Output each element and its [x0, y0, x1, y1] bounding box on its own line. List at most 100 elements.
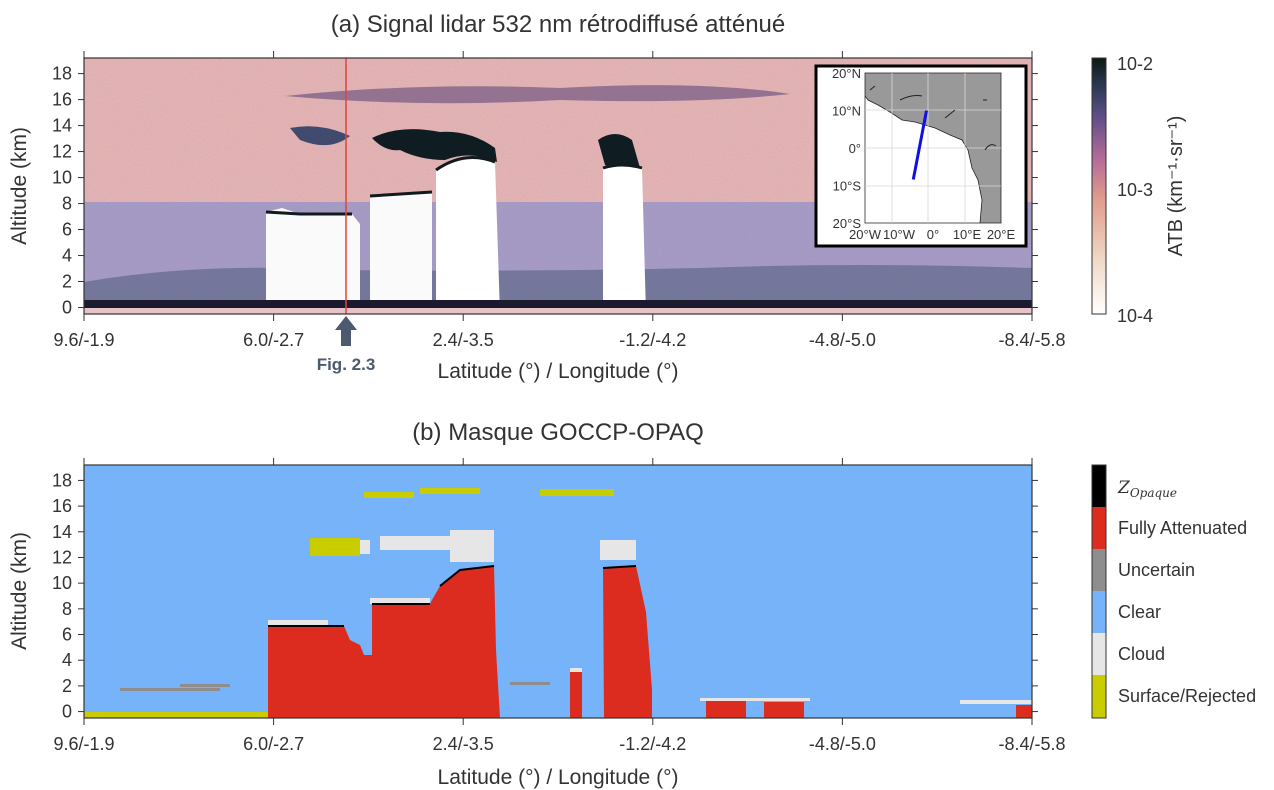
atb-colorbar-label: ATB (km⁻¹·sr⁻¹) — [1165, 116, 1187, 257]
atb-colorbar-ticks: 10-2 10-3 10-4 — [1117, 54, 1153, 326]
legend-label-zopaque: ZOpaque — [1117, 478, 1177, 500]
y-tick-label: 10 — [52, 168, 72, 188]
map-lat-label: 0° — [849, 141, 861, 156]
legend-swatch-fully-attenuated — [1092, 507, 1106, 549]
map-lon-label: 20°W — [849, 227, 882, 242]
legend-swatch-clear — [1092, 591, 1106, 633]
mask-surface-rejected — [84, 712, 322, 718]
panel-b-plot — [84, 465, 1032, 718]
y-tick-label: 8 — [62, 599, 72, 619]
atb-cloud-high-a — [372, 129, 497, 162]
inset-map-track — [911, 110, 929, 180]
atb-attenuated-column-3 — [436, 157, 500, 314]
panel-b-ylabel: Altitude (km) — [8, 532, 31, 650]
panel-b-xlabel: Latitude (°) / Longitude (°) — [438, 766, 679, 789]
x-tick-label: 2.4/-3.5 — [433, 330, 494, 350]
x-tick-label: 9.6/-1.9 — [53, 330, 114, 350]
y-tick-label: 4 — [62, 246, 72, 266]
x-tick-label: 9.6/-1.9 — [53, 734, 114, 754]
mask-low-clouds — [570, 672, 1032, 718]
y-tick-label: 8 — [62, 194, 72, 214]
map-lon-label: 0° — [927, 227, 939, 242]
legend-label-cloud: Cloud — [1118, 644, 1165, 664]
atb-aerosol-layer — [84, 265, 1032, 300]
atb-cirrus-layer-mid — [290, 126, 350, 146]
atb-attenuated-column-1 — [266, 208, 360, 314]
map-lon-label: 20°E — [987, 227, 1016, 242]
atb-attenuated-column-4 — [603, 165, 646, 314]
x-tick-label: -4.8/-5.0 — [809, 330, 876, 350]
x-tick-label: 6.0/-2.7 — [243, 734, 304, 754]
mask-zopaque-edge — [268, 565, 637, 627]
atb-subsurface — [84, 308, 1032, 314]
y-tick-label: 12 — [52, 547, 72, 567]
map-lon-label: 10°E — [953, 227, 982, 242]
y-tick-label: 10 — [52, 573, 72, 593]
mask-low-cloud-tops — [570, 668, 1032, 704]
x-tick-label: -1.2/-4.2 — [619, 330, 686, 350]
legend-label-zopaque-sub: Opaque — [1130, 486, 1177, 500]
panel-a-title: (a) Signal lidar 532 nm rétrodiffusé att… — [331, 11, 786, 38]
atb-cloud-high-b — [598, 134, 640, 170]
y-tick-label: 2 — [62, 272, 72, 292]
mask-uncertain-cells — [120, 682, 550, 691]
y-tick-label: 18 — [52, 64, 72, 84]
y-tick-label: 14 — [52, 522, 72, 542]
legend-swatch-surface — [1092, 675, 1106, 718]
x-tick-label: -8.4/-5.8 — [998, 734, 1065, 754]
y-tick-label: 18 — [52, 470, 72, 490]
fig-2-3-arrow-icon — [335, 316, 357, 346]
y-tick-label: 16 — [52, 496, 72, 516]
panel-a-xlabel: Latitude (°) / Longitude (°) — [438, 360, 679, 383]
colorbar-tick-1e-3: 10-3 — [1117, 180, 1153, 200]
legend-label-uncertain: Uncertain — [1118, 560, 1195, 580]
legend-swatch-cloud — [1092, 633, 1106, 675]
atb-colorbar — [1091, 57, 1107, 315]
panel-a-axes: 0 2 4 6 8 10 12 14 16 18 9.6/-1.9 6.0/-2.7 2.4/-3.5 -… — [52, 51, 1066, 350]
panel-b-axes: 0 2 4 6 8 10 12 14 16 18 9.6/-1.9 6.0/-2.7 2.4/-3.5 -… — [52, 458, 1066, 754]
fig-2-3-annotation: Fig. 2.3 — [317, 355, 376, 374]
y-tick-label: 0 — [62, 702, 72, 722]
x-tick-label: 2.4/-3.5 — [433, 734, 494, 754]
map-lat-label: 20°N — [832, 66, 861, 81]
map-lon-label: 10°W — [883, 227, 916, 242]
inset-map-land — [865, 73, 1001, 223]
legend-swatch-zopaque — [1092, 465, 1106, 507]
panel-b-frame — [83, 464, 1033, 719]
panel-a-frame — [83, 57, 1033, 315]
y-tick-label: 12 — [52, 142, 72, 162]
panel-b-title: (b) Masque GOCCP-OPAQ — [412, 419, 704, 446]
x-tick-label: -1.2/-4.2 — [619, 734, 686, 754]
atb-surface-return — [84, 300, 1032, 308]
atb-cirrus-layer-top — [285, 85, 790, 104]
legend-label-surface: Surface/Rejected — [1118, 686, 1256, 706]
colorbar-tick-1e-2: 10-2 — [1117, 54, 1153, 74]
x-tick-label: -8.4/-5.8 — [998, 330, 1065, 350]
y-tick-label: 16 — [52, 90, 72, 110]
x-tick-label: -4.8/-5.0 — [809, 734, 876, 754]
y-tick-label: 6 — [62, 625, 72, 645]
y-tick-label: 6 — [62, 220, 72, 240]
legend-label-fully-attenuated: Fully Attenuated — [1118, 518, 1247, 538]
mask-cloud-cells — [268, 530, 636, 626]
colorbar-tick-1e-4: 10-4 — [1117, 306, 1153, 326]
inset-map: 20°N 10°N 0° 10°S 20°S20°W 10°W 0° 10°E 20°E — [814, 64, 1028, 248]
map-lat-label: 20°S — [833, 216, 862, 231]
y-tick-label: 4 — [62, 650, 72, 670]
legend-label-clear: Clear — [1118, 602, 1161, 622]
inset-map-gridlines — [865, 73, 1001, 223]
atb-cloud-top-edges — [265, 156, 643, 216]
map-lat-label: 10°S — [833, 179, 862, 194]
atb-attenuated-column-2 — [370, 192, 432, 314]
mask-clear-background — [84, 465, 1032, 718]
mask-high-cirrus — [310, 488, 614, 556]
y-tick-label: 14 — [52, 116, 72, 136]
inset-map-ticks: 20°N 10°N 0° 10°S 20°S20°W 10°W 0° 10°E 20°E — [832, 66, 1016, 242]
legend-swatch-uncertain — [1092, 549, 1106, 591]
mask-legend: ZOpaque Fully Attenuated Uncertain Clear… — [1091, 464, 1256, 719]
panel-a-ylabel: Altitude (km) — [8, 127, 31, 245]
inset-map-rivers — [869, 85, 997, 151]
y-tick-label: 2 — [62, 676, 72, 696]
y-tick-label: 0 — [62, 298, 72, 318]
